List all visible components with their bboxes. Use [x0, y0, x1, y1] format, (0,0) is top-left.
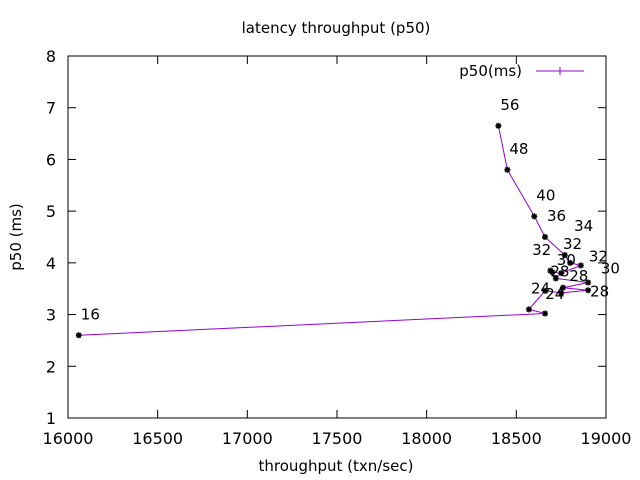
x-tick-label: 16500	[132, 429, 183, 448]
point-label: 30	[601, 259, 620, 277]
y-tick-label: 4	[46, 254, 56, 273]
data-point	[561, 252, 568, 259]
point-label: 56	[500, 96, 519, 114]
legend: p50(ms)	[459, 62, 584, 80]
point-label: 30	[557, 251, 576, 269]
data-point	[559, 284, 566, 291]
point-label: 32	[589, 247, 608, 265]
point-label: 32	[532, 241, 551, 259]
data-point	[577, 262, 584, 269]
data-point	[542, 234, 549, 240]
data-point	[558, 270, 565, 277]
data-point	[549, 269, 556, 276]
plot-area-border	[67, 55, 607, 419]
x-axis: 16000 16500 17000 17500 18000 18500 19000	[43, 56, 632, 448]
x-tick-label: 16000	[43, 429, 94, 448]
data-point	[495, 122, 502, 129]
point-label: 40	[536, 186, 555, 204]
point-label: 28	[569, 267, 588, 285]
data-point	[552, 275, 559, 282]
point-label: 36	[547, 207, 566, 225]
data-point	[75, 332, 82, 339]
legend-label: p50(ms)	[459, 62, 522, 80]
point-label: 24	[531, 280, 550, 298]
point-label: 16	[81, 305, 100, 323]
point-label: 48	[509, 140, 528, 158]
x-tick-label: 17500	[312, 429, 363, 448]
y-tick-label: 7	[46, 99, 56, 118]
y-tick-label: 8	[46, 47, 56, 66]
data-point	[531, 213, 538, 220]
data-point	[585, 287, 592, 294]
point-label: 32	[563, 235, 582, 253]
x-tick-label: 19000	[581, 429, 632, 448]
y-tick-label: 2	[46, 357, 56, 376]
data-point	[542, 310, 549, 317]
data-point	[558, 289, 565, 296]
data-point	[567, 259, 574, 266]
series-layer	[75, 122, 592, 339]
chart-title: latency throughput (p50)	[242, 19, 431, 37]
data-point	[525, 306, 532, 313]
data-point	[542, 287, 549, 294]
y-tick-label: 3	[46, 306, 56, 325]
point-label: 28	[550, 263, 569, 281]
y-axis-title: p50 (ms)	[7, 203, 25, 271]
x-axis-title: throughput (txn/sec)	[259, 457, 414, 475]
data-point	[585, 279, 592, 286]
y-tick-label: 5	[46, 202, 56, 221]
y-tick-label: 6	[46, 150, 56, 169]
x-tick-label: 18500	[491, 429, 542, 448]
x-tick-label: 17000	[222, 429, 273, 448]
y-tick-label: 1	[46, 409, 56, 428]
x-tick-label: 18000	[401, 429, 452, 448]
point-label: 34	[574, 217, 593, 235]
point-label: 28	[590, 283, 609, 301]
data-point	[504, 166, 511, 173]
point-label: 24	[545, 285, 564, 303]
